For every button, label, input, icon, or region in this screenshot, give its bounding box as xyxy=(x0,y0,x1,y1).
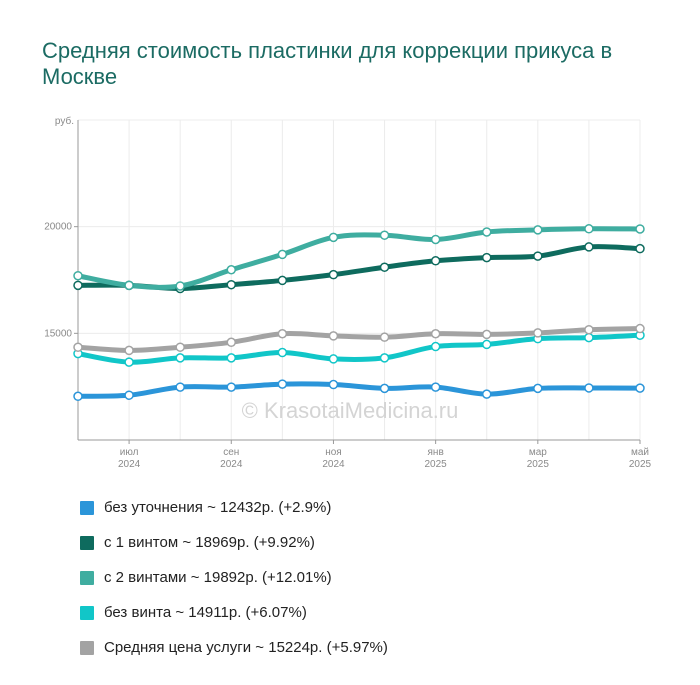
x-tick-label: 2024 xyxy=(220,459,243,470)
data-point xyxy=(328,379,339,390)
data-point xyxy=(430,329,441,339)
data-point xyxy=(533,328,543,338)
legend-label: Средняя цена услуги ~ 15224р. (+5.97%) xyxy=(104,639,388,656)
data-point xyxy=(277,275,288,286)
legend-label: без уточнения ~ 12432р. (+2.9%) xyxy=(104,499,332,516)
data-point xyxy=(226,353,237,363)
data-point xyxy=(277,347,288,358)
data-point xyxy=(328,269,339,280)
x-tick-label: 2025 xyxy=(527,459,550,470)
series-line xyxy=(75,226,643,290)
data-point xyxy=(175,382,185,392)
data-point xyxy=(430,382,441,392)
data-point xyxy=(584,332,594,343)
data-point xyxy=(481,389,492,399)
data-point xyxy=(430,341,441,352)
x-tick-label: 2024 xyxy=(322,459,345,470)
data-point xyxy=(379,383,390,394)
data-point xyxy=(635,383,645,393)
legend-item[interactable]: без уточнения ~ 12432р. (+2.9%) xyxy=(80,490,388,525)
x-tick-label: июл xyxy=(120,447,139,458)
data-point xyxy=(430,256,441,266)
data-point xyxy=(73,391,83,402)
legend-item[interactable]: Средняя цена услуги ~ 15224р. (+5.97%) xyxy=(80,630,388,665)
legend-swatch xyxy=(80,640,94,655)
data-point xyxy=(175,281,185,291)
data-point xyxy=(328,232,339,243)
data-point xyxy=(481,339,492,350)
x-tick-label: сен xyxy=(223,447,239,458)
y-tick-label: 20000 xyxy=(44,222,72,233)
data-point xyxy=(73,342,83,352)
data-point xyxy=(124,280,134,291)
data-point xyxy=(379,353,390,363)
data-point xyxy=(226,265,237,275)
x-tick-label: май xyxy=(631,447,649,458)
data-point xyxy=(635,224,645,234)
data-point xyxy=(277,379,288,389)
x-tick-label: ноя xyxy=(325,447,342,458)
data-point xyxy=(481,252,492,263)
data-point xyxy=(533,251,543,261)
data-point xyxy=(124,390,134,400)
data-point xyxy=(584,224,594,234)
page-title: Средняя стоимость пластинки для коррекци… xyxy=(42,38,613,89)
series-line xyxy=(75,381,643,399)
data-point xyxy=(73,270,83,281)
chart-legend: без уточнения ~ 12432р. (+2.9%) с 1 винт… xyxy=(80,490,388,665)
x-tick-label: 2025 xyxy=(629,459,652,470)
data-point xyxy=(533,225,543,235)
data-point xyxy=(379,230,390,240)
legend-swatch xyxy=(80,605,94,620)
data-point xyxy=(73,280,83,291)
data-point xyxy=(226,337,237,348)
data-point xyxy=(328,331,339,341)
data-point xyxy=(533,383,543,394)
data-point xyxy=(430,234,441,245)
data-point xyxy=(175,342,185,352)
legend-label: с 1 винтом ~ 18969р. (+9.92%) xyxy=(104,534,315,551)
legend-swatch xyxy=(80,570,94,585)
data-point xyxy=(328,354,339,364)
x-tick-label: янв xyxy=(428,447,444,458)
data-point xyxy=(379,332,390,342)
data-point xyxy=(584,324,594,335)
x-tick-label: 2024 xyxy=(118,459,141,470)
data-point xyxy=(584,383,594,393)
y-tick-label: 15000 xyxy=(44,328,72,339)
legend-swatch xyxy=(80,500,94,515)
data-point xyxy=(226,382,237,392)
x-tick-label: 2025 xyxy=(425,459,448,470)
data-point xyxy=(635,323,645,334)
data-point xyxy=(584,242,594,252)
data-point xyxy=(277,329,288,339)
data-point xyxy=(277,249,288,260)
data-point xyxy=(124,345,134,356)
series-line xyxy=(75,244,643,292)
legend-label: с 2 винтами ~ 19892р. (+12.01%) xyxy=(104,569,332,586)
legend-label: без винта ~ 14911р. (+6.07%) xyxy=(104,604,307,621)
data-point xyxy=(124,357,134,367)
legend-swatch xyxy=(80,535,94,550)
x-tick-label: мар xyxy=(529,447,547,458)
line-chart: руб.2000015000июл2024сен2024ноя2024янв20… xyxy=(44,115,652,470)
data-point xyxy=(635,243,645,254)
data-point xyxy=(175,353,185,363)
watermark: © KrasotaiMedicina.ru xyxy=(242,398,459,423)
y-axis-label: руб. xyxy=(55,115,74,127)
data-point xyxy=(481,227,492,237)
legend-item[interactable]: без винта ~ 14911р. (+6.07%) xyxy=(80,595,388,630)
legend-item[interactable]: с 2 винтами ~ 19892р. (+12.01%) xyxy=(80,560,388,595)
data-point xyxy=(379,262,390,272)
legend-item[interactable]: с 1 винтом ~ 18969р. (+9.92%) xyxy=(80,525,388,560)
data-point xyxy=(226,279,237,290)
data-point xyxy=(481,329,492,340)
